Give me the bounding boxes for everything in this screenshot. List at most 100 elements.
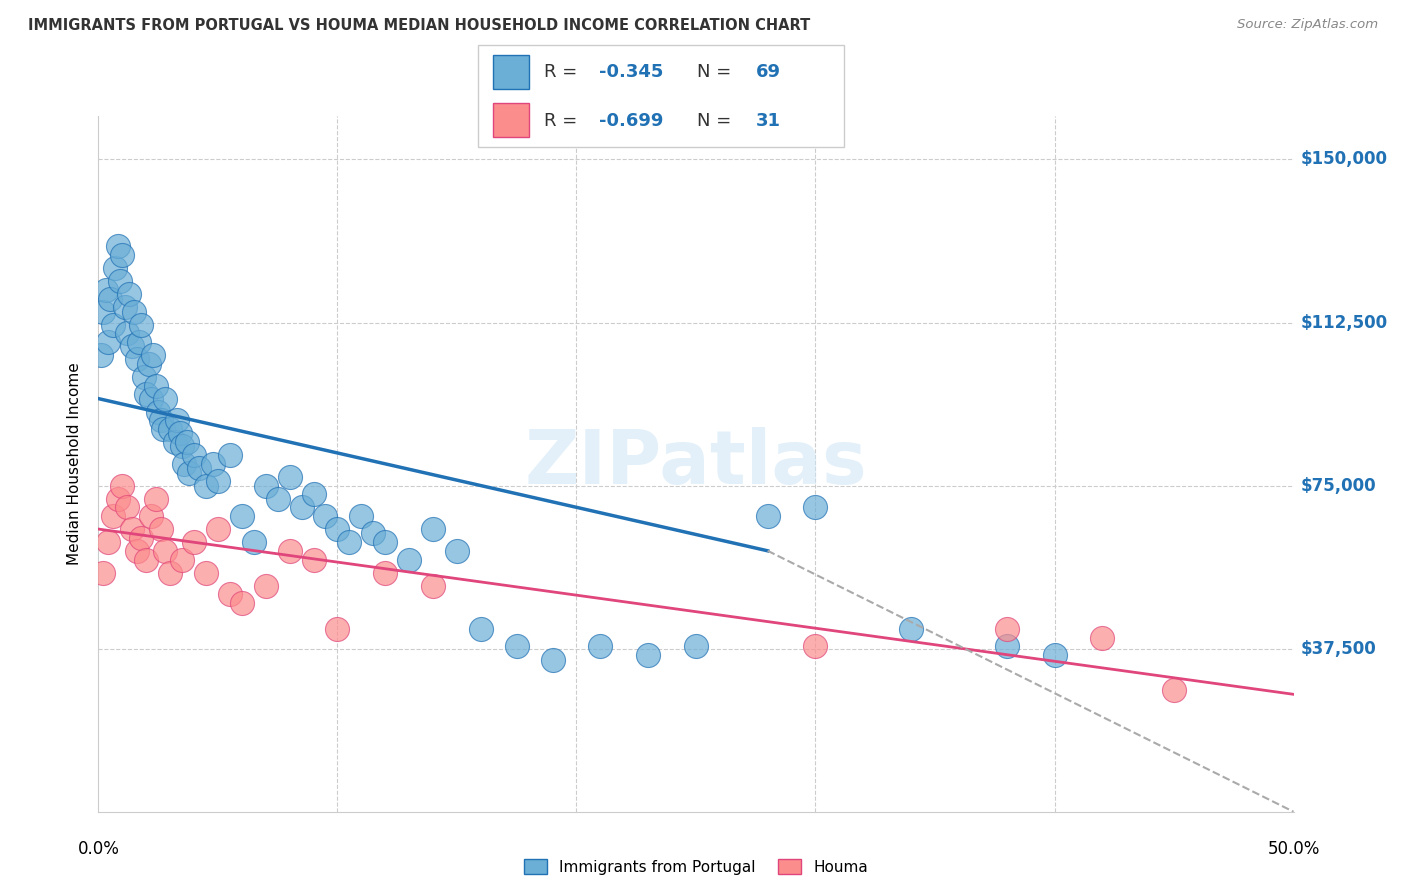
Point: [152, 422, 174, 436]
Text: $112,500: $112,500: [1301, 313, 1388, 332]
Point: [169, 426, 191, 441]
Point: [148, 405, 170, 419]
Text: $150,000: $150,000: [1301, 151, 1388, 169]
Point: [337, 535, 360, 549]
Point: [139, 508, 162, 523]
Point: [363, 526, 385, 541]
Text: Source: ZipAtlas.com: Source: ZipAtlas.com: [1237, 18, 1378, 31]
Point: [422, 522, 444, 536]
Point: [125, 544, 148, 558]
FancyBboxPatch shape: [478, 45, 844, 147]
Point: [131, 318, 153, 332]
Text: IMMIGRANTS FROM PORTUGAL VS HOUMA MEDIAN HOUSEHOLD INCOME CORRELATION CHART: IMMIGRANTS FROM PORTUGAL VS HOUMA MEDIAN…: [28, 18, 810, 33]
Point: [176, 435, 198, 450]
Point: [470, 622, 492, 636]
Point: [163, 435, 186, 450]
Text: 69: 69: [756, 63, 780, 81]
Point: [111, 478, 134, 492]
Point: [278, 544, 301, 558]
Point: [121, 522, 143, 536]
Point: [97, 535, 120, 549]
Point: [302, 487, 325, 501]
Y-axis label: Median Household Income: Median Household Income: [67, 362, 83, 566]
Point: [145, 491, 167, 506]
Point: [183, 448, 205, 462]
Point: [131, 531, 153, 545]
Point: [302, 552, 325, 566]
Point: [374, 535, 396, 549]
Point: [1163, 683, 1185, 698]
Point: [98, 292, 122, 306]
Point: [97, 334, 120, 349]
Bar: [492, 103, 529, 137]
Point: [637, 648, 659, 662]
Point: [541, 652, 564, 666]
Point: [111, 248, 134, 262]
Point: [995, 640, 1018, 654]
Point: [254, 579, 277, 593]
Point: [374, 566, 396, 580]
Point: [128, 334, 150, 349]
Point: [194, 478, 217, 492]
Point: [804, 500, 827, 515]
Point: [350, 508, 373, 523]
Point: [125, 352, 148, 367]
Point: [142, 348, 165, 362]
Text: N =: N =: [697, 63, 737, 81]
Point: [115, 326, 138, 341]
Point: [207, 475, 229, 489]
Point: [115, 500, 138, 515]
Point: [118, 287, 141, 301]
Point: [315, 508, 337, 523]
Point: [139, 392, 162, 406]
Point: [194, 566, 217, 580]
Point: [132, 369, 155, 384]
Text: $75,000: $75,000: [1301, 476, 1376, 494]
Point: [173, 457, 195, 471]
Text: 50.0%: 50.0%: [1267, 839, 1320, 857]
Point: [159, 422, 181, 436]
Point: [231, 508, 253, 523]
Point: [94, 283, 117, 297]
Point: [107, 239, 129, 253]
Point: [446, 544, 468, 558]
Point: [166, 413, 188, 427]
Point: [506, 640, 529, 654]
Point: [145, 378, 167, 392]
Point: [155, 544, 177, 558]
Point: [219, 587, 242, 601]
Point: [254, 478, 277, 492]
Legend: Immigrants from Portugal, Houma: Immigrants from Portugal, Houma: [517, 853, 875, 880]
Point: [121, 339, 143, 353]
Point: [207, 522, 229, 536]
Point: [1091, 631, 1114, 645]
Point: [179, 466, 201, 480]
Text: R =: R =: [544, 112, 583, 129]
Point: [326, 622, 349, 636]
Point: [114, 300, 136, 315]
Point: [104, 261, 127, 276]
Point: [172, 552, 194, 566]
Point: [202, 457, 225, 471]
Point: [149, 522, 172, 536]
Point: [101, 508, 124, 523]
Point: [398, 552, 420, 566]
Point: [91, 304, 114, 318]
Text: $37,500: $37,500: [1301, 640, 1376, 657]
Point: [108, 274, 131, 288]
Point: [135, 552, 157, 566]
Point: [326, 522, 349, 536]
Text: 31: 31: [756, 112, 780, 129]
Point: [756, 508, 779, 523]
Text: R =: R =: [544, 63, 583, 81]
Point: [995, 622, 1018, 636]
Point: [243, 535, 266, 549]
Point: [219, 448, 242, 462]
Point: [183, 535, 205, 549]
Point: [804, 640, 827, 654]
Text: ZIPatlas: ZIPatlas: [524, 427, 868, 500]
Point: [589, 640, 612, 654]
Point: [90, 348, 112, 362]
Point: [187, 461, 209, 475]
Point: [231, 596, 253, 610]
